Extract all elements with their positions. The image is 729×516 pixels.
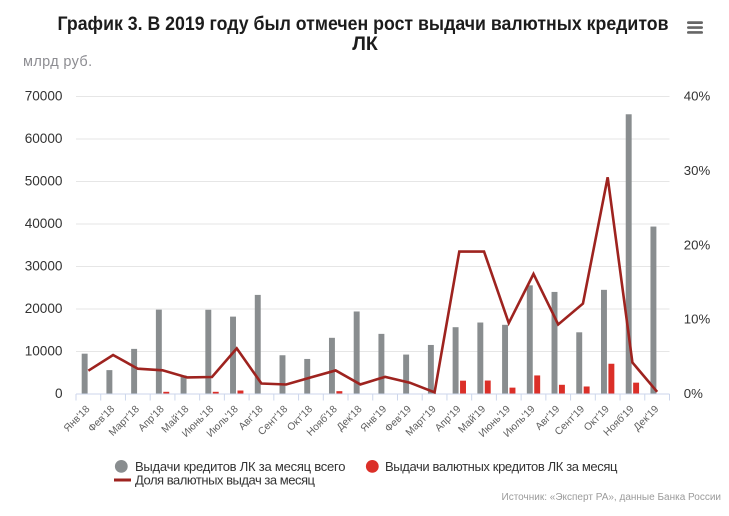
- svg-text:50000: 50000: [25, 174, 63, 189]
- svg-text:40%: 40%: [684, 89, 711, 104]
- svg-text:20%: 20%: [684, 237, 711, 252]
- svg-text:График 3. В 2019 году был отме: График 3. В 2019 году был отмечен рост в…: [58, 13, 669, 35]
- svg-text:10%: 10%: [684, 312, 711, 327]
- svg-text:60000: 60000: [25, 131, 63, 146]
- svg-text:ЛК: ЛК: [352, 33, 378, 55]
- svg-text:Доля валютных выдач за месяц: Доля валютных выдач за месяц: [135, 472, 316, 487]
- svg-text:Выдачи кредитов ЛК за месяц вс: Выдачи кредитов ЛК за месяц всего: [135, 459, 346, 474]
- svg-text:0%: 0%: [684, 386, 703, 401]
- svg-text:20000: 20000: [25, 301, 63, 316]
- svg-text:30%: 30%: [684, 163, 711, 178]
- svg-text:40000: 40000: [25, 216, 63, 231]
- svg-text:70000: 70000: [25, 89, 63, 104]
- svg-text:10000: 10000: [25, 344, 63, 359]
- svg-text:Источник: «Эксперт РА», данные: Источник: «Эксперт РА», данные Банка Рос…: [502, 492, 721, 503]
- svg-text:млрд руб.: млрд руб.: [23, 54, 92, 70]
- svg-text:0: 0: [55, 386, 63, 401]
- svg-text:Выдачи валютных кредитов ЛК за: Выдачи валютных кредитов ЛК за месяц: [385, 459, 618, 474]
- svg-text:30000: 30000: [25, 259, 63, 274]
